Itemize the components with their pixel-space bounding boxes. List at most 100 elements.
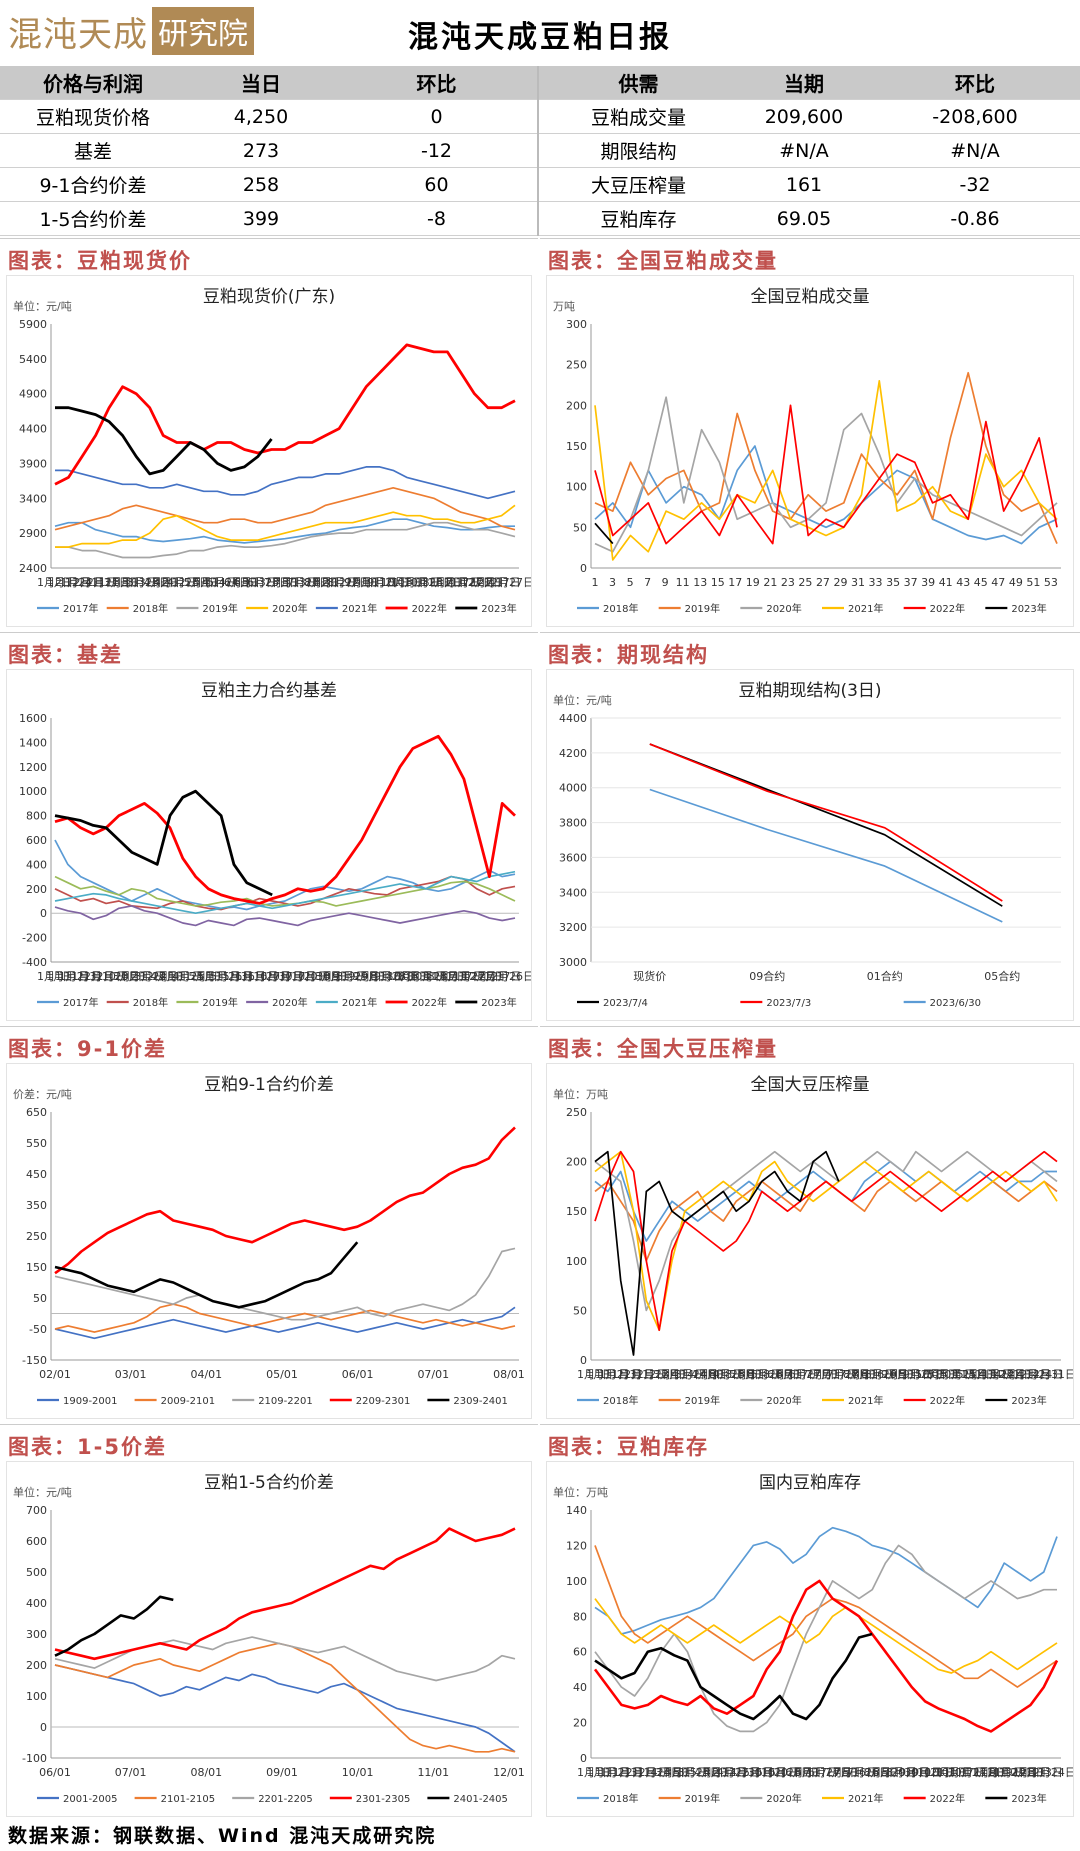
series-line — [593, 1579, 1059, 1733]
y-tick-label: 200 — [566, 1156, 587, 1169]
y-tick-label: 3400 — [559, 886, 587, 899]
chart-unit-label: 万吨 — [553, 300, 575, 313]
y-tick-label: 700 — [26, 1504, 47, 1517]
x-tick-label: 4月18日 — [700, 1368, 743, 1381]
chart-unit-label: 单位：元/吨 — [553, 693, 612, 707]
row-label: 基差 — [0, 133, 186, 168]
x-tick-label: 1月31日 — [613, 1766, 656, 1779]
y-tick-label: 500 — [26, 1566, 47, 1579]
series-line — [594, 1598, 1058, 1674]
row-change: 60 — [336, 167, 539, 202]
y-tick-label: 200 — [26, 1659, 47, 1672]
legend-label: 2023/7/4 — [603, 998, 648, 1009]
x-tick-label: 1月21日 — [59, 970, 102, 983]
x-tick-label: 43 — [956, 576, 970, 589]
legend-label: 2301-2305 — [356, 1794, 411, 1805]
chart-title: 豆粕现货价(广东) — [203, 287, 335, 307]
chart-frame: 全国豆粕成交量 万吨 0 50 100 150 200 250 300 1 3 5 7 9 11 13 15 17… — [546, 275, 1074, 627]
legend-label: 2022年 — [930, 602, 965, 615]
y-tick-label: 40 — [573, 1681, 587, 1694]
series-line — [594, 1150, 1058, 1332]
chart-unit-label: 价差：元/吨 — [13, 1087, 72, 1101]
x-tick-label: 6月27日 — [789, 1368, 832, 1381]
x-tick-label: 9月1日 — [344, 576, 380, 589]
x-tick-label: 01合约 — [867, 969, 903, 983]
x-tick-label: 4月1日 — [150, 970, 186, 983]
row-value: 273 — [186, 133, 336, 168]
x-tick-label: 3月15日 — [665, 1766, 708, 1779]
x-tick-label: 9月21日 — [367, 576, 410, 589]
series-line — [55, 504, 516, 548]
x-tick-label: 10月28日 — [404, 576, 454, 589]
x-tick-label: 2月10日 — [84, 970, 127, 983]
panel-crush-volume: 图表：全国大豆压榨量 全国大豆压榨量 单位：万吨 0 50 100 150 200 250 1月… — [540, 1026, 1080, 1423]
y-tick-label: 4200 — [559, 747, 587, 760]
chart-basis: 豆粕主力合约基差 -400 -200 0 200 400 600 800 1000 1200 140… — [19, 681, 534, 1009]
series-line — [54, 1595, 174, 1657]
series-line — [54, 905, 516, 927]
table-row: 9-1合约价差 258 60 大豆压榨量 161 -32 — [0, 167, 1080, 202]
x-tick-label: 12月27日 — [484, 576, 531, 589]
logo: 混沌天成 研究院 — [8, 7, 254, 55]
row-change: #N/A — [870, 133, 1080, 168]
row-change: -208,600 — [870, 99, 1080, 134]
y-tick-label: 800 — [26, 810, 47, 823]
table-row: 豆粕现货价格 4,250 0 豆粕成交量 209,600 -208,600 — [0, 99, 1080, 134]
x-tick-label: 3月4日 — [653, 1368, 689, 1381]
x-tick-label: 25 — [798, 576, 812, 589]
series-line — [594, 1632, 873, 1721]
legend-label: 2109-2201 — [258, 1396, 313, 1407]
x-tick-label: 12月26日 — [484, 970, 531, 983]
x-tick-label: 8月2日 — [304, 576, 340, 589]
chart-unit-label: 单位：万吨 — [553, 1485, 608, 1499]
x-tick-label: 1月11日 — [46, 970, 89, 983]
x-tick-label: 9月10日 — [899, 1766, 942, 1779]
series-line — [54, 875, 516, 907]
legend-label: 2001-2005 — [63, 1794, 118, 1805]
y-tick-label: 1200 — [19, 761, 47, 774]
x-tick-label: 1月11日 — [586, 1368, 629, 1381]
series-line — [649, 743, 1003, 907]
legend-label: 2022年 — [930, 1394, 965, 1407]
y-tick-label: 5900 — [19, 318, 47, 331]
x-tick-label: 1月12日 — [47, 576, 90, 589]
data-source-footer: 数据来源：钢联数据、Wind 混沌天成研究院 — [8, 1825, 437, 1847]
x-tick-label: 7月3日 — [264, 576, 300, 589]
series-line — [594, 396, 1058, 553]
x-tick-label: 6月17日 — [795, 1766, 838, 1779]
x-tick-label: 9月28日 — [374, 970, 417, 983]
y-tick-label: 200 — [566, 399, 587, 412]
y-tick-label: 100 — [566, 1575, 587, 1588]
x-tick-label: 06/01 — [342, 1368, 374, 1381]
x-tick-label: 10月8日 — [387, 970, 430, 983]
x-tick-label: 1月11日 — [587, 1766, 630, 1779]
x-tick-label: 7 — [644, 576, 651, 589]
x-tick-label: 7月7日 — [805, 1368, 841, 1381]
row-label: 豆粕成交量 — [538, 99, 738, 134]
series-line — [54, 343, 516, 486]
x-tick-label: 3月14日 — [662, 1368, 705, 1381]
series-line — [54, 789, 273, 897]
x-tick-label: 11月24日 — [975, 1368, 1025, 1381]
x-tick-label: 1月2日 — [37, 576, 73, 589]
x-tick-label: 3月2日 — [113, 970, 149, 983]
legend-label: 2018年 — [133, 602, 168, 615]
report-header: 混沌天成 研究院 混沌天成豆粕日报 — [0, 0, 1080, 64]
x-tick-label: 06/01 — [39, 1766, 71, 1779]
y-tick-label: 150 — [566, 440, 587, 453]
y-tick-label: 600 — [26, 834, 47, 847]
y-tick-label: 300 — [26, 1628, 47, 1641]
series-line — [55, 466, 516, 500]
x-tick-label: 9月21日 — [912, 1766, 955, 1779]
chart-title: 国内豆粕库存 — [759, 1473, 861, 1493]
x-tick-label: 5月18日 — [738, 1368, 781, 1381]
x-tick-label: 21 — [763, 576, 777, 589]
x-tick-label: 1 — [592, 576, 599, 589]
x-tick-label: 11 — [676, 576, 690, 589]
x-tick-label: 10月18日 — [390, 576, 440, 589]
y-tick-label: 120 — [566, 1539, 587, 1552]
y-tick-label: 100 — [26, 1690, 47, 1703]
x-tick-label: 4月22日 — [717, 1766, 760, 1779]
x-tick-label: 4月11日 — [160, 970, 203, 983]
